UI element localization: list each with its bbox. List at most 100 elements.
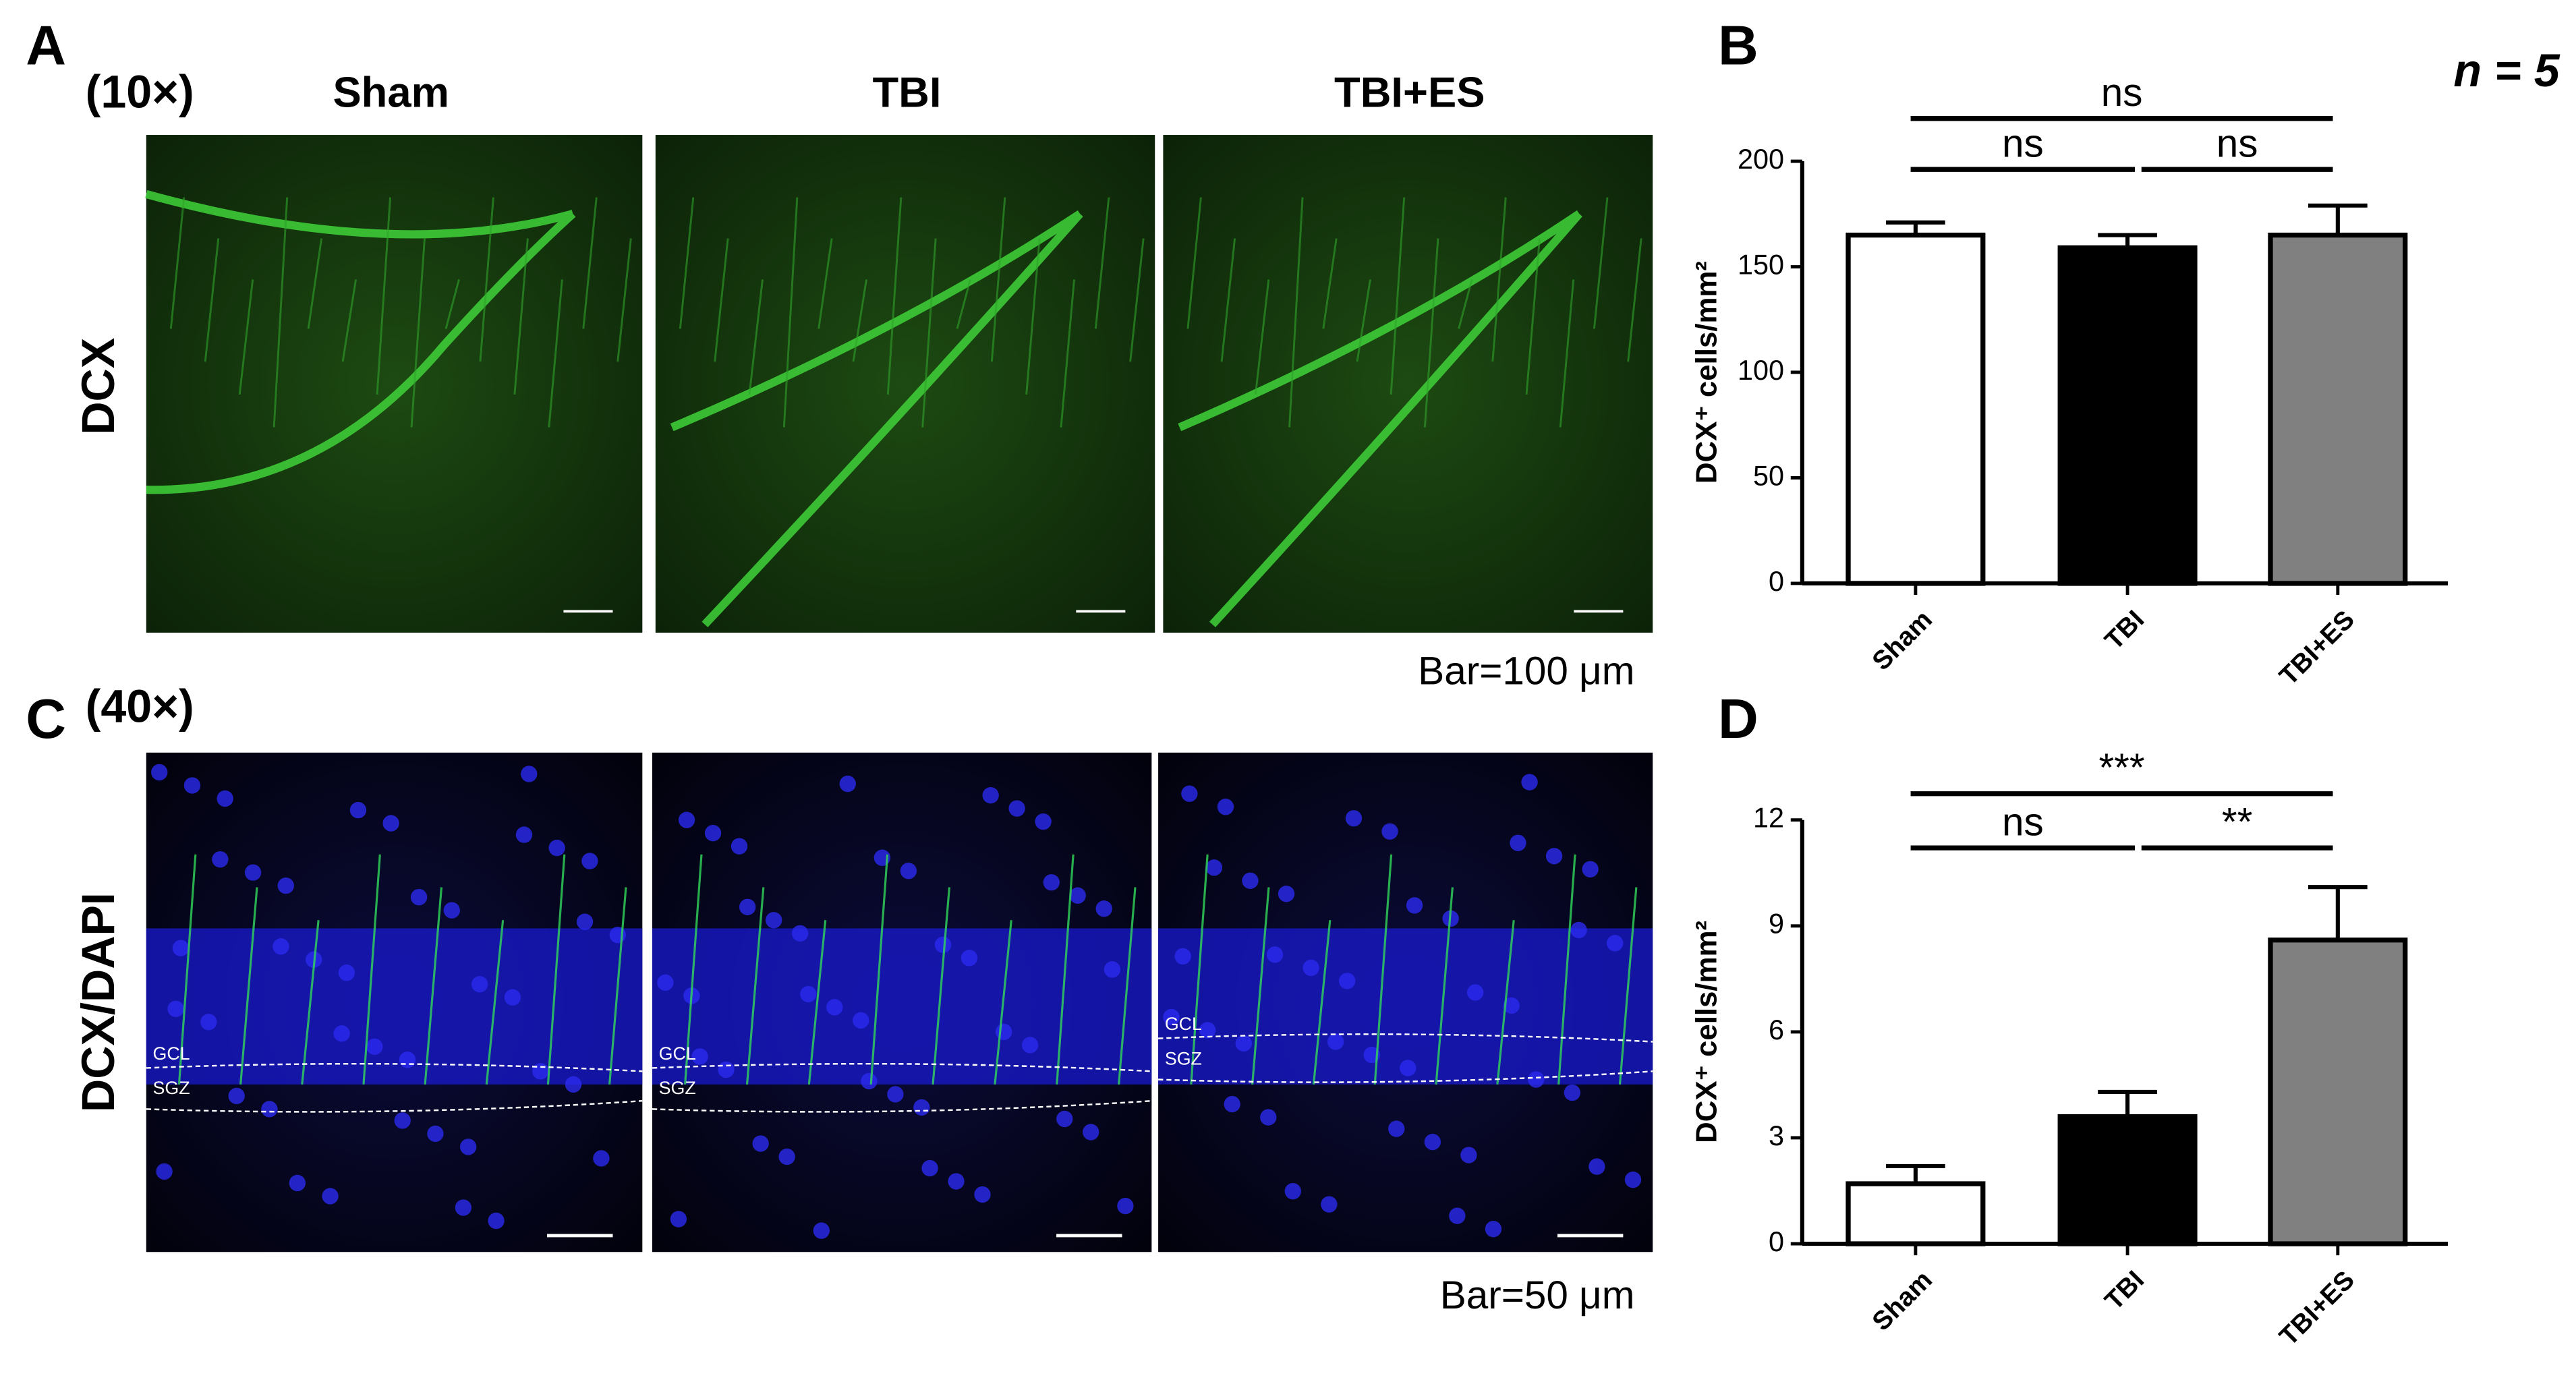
bar	[2268, 938, 2408, 1246]
nucleus	[1199, 1022, 1216, 1039]
dendrite	[1129, 238, 1145, 362]
nucleus	[1181, 785, 1198, 802]
significance-label: ns	[2101, 71, 2143, 115]
nucleus	[995, 1023, 1012, 1041]
nucleus	[212, 851, 229, 868]
granule-layer	[146, 928, 643, 1085]
x-tick-label: Sham	[1867, 1265, 1938, 1336]
nucleus	[200, 1014, 217, 1031]
nucleus	[532, 1063, 549, 1080]
nucleus	[1303, 959, 1319, 977]
scale-bar-label: Bar=100 μm	[1418, 649, 1634, 693]
dendrite	[748, 279, 764, 395]
dendrite	[1312, 920, 1332, 1085]
dendrite	[932, 887, 950, 1085]
dendrite	[376, 197, 392, 395]
dendrite	[445, 279, 460, 329]
dendrite	[1557, 854, 1576, 1085]
dendrite	[782, 197, 799, 428]
nucleus	[1582, 861, 1599, 877]
nucleus	[961, 950, 978, 967]
nucleus	[1205, 859, 1223, 876]
nucleus	[1607, 935, 1624, 952]
dendrite	[956, 279, 971, 329]
dendrite	[1423, 238, 1439, 428]
nucleus	[1528, 1071, 1545, 1088]
dendrite	[990, 197, 1006, 362]
nucleus	[261, 1101, 278, 1118]
dendrite	[546, 854, 566, 1085]
scale-bar-label: Bar=50 μm	[1440, 1273, 1635, 1317]
nucleus	[1400, 1060, 1416, 1076]
nucleus	[1284, 1182, 1301, 1200]
layer-label: GCL	[659, 1043, 696, 1064]
dendrite	[362, 854, 381, 1085]
bar	[2057, 1114, 2198, 1246]
dendrite	[273, 197, 289, 428]
layer-label: SGZ	[659, 1078, 696, 1098]
sample-size: n = 5	[2453, 45, 2560, 96]
nucleus	[394, 1112, 411, 1129]
layer-label: SGZ	[153, 1078, 190, 1098]
nucleus	[913, 1099, 930, 1116]
nucleus	[739, 898, 756, 915]
nucleus	[338, 964, 355, 981]
nucleus	[718, 1061, 735, 1078]
y-tick-label: 0	[1769, 1226, 1784, 1257]
nucleus	[1163, 1008, 1180, 1026]
dendrite	[852, 279, 867, 362]
panel-label: A	[26, 13, 66, 76]
nucleus	[1043, 874, 1060, 891]
nucleus	[1388, 1120, 1405, 1137]
nucleus	[1339, 973, 1356, 989]
nucleus	[228, 1087, 245, 1105]
row-label: DCX	[73, 338, 124, 435]
dendrite	[1593, 197, 1609, 329]
dendrite	[204, 238, 220, 362]
nucleus	[471, 976, 488, 993]
dendrite	[714, 238, 729, 362]
nucleus	[277, 877, 294, 894]
nucleus	[887, 1086, 904, 1103]
micrographs: GCL SGZ GCL SGZ GCL SGZ	[145, 135, 1653, 1253]
cell-layer	[670, 210, 1083, 628]
nucleus	[839, 775, 856, 793]
nucleus	[1521, 774, 1538, 790]
nucleus	[982, 786, 999, 804]
layer-boundary	[146, 1099, 643, 1113]
cell-layer	[145, 190, 576, 494]
nucleus	[934, 936, 952, 953]
cell-layer	[1178, 210, 1582, 627]
nucleus	[593, 1150, 610, 1167]
nucleus	[691, 1048, 708, 1065]
bar	[1845, 232, 1986, 586]
nucleus	[1217, 799, 1234, 815]
nucleus	[1466, 984, 1484, 1001]
dendrite	[479, 197, 494, 362]
dendrite	[548, 279, 563, 428]
dendrite	[410, 238, 426, 428]
nucleus	[704, 825, 722, 842]
nucleus	[1327, 1033, 1344, 1050]
nucleus	[948, 1173, 965, 1190]
group-title: TBI+ES	[1334, 69, 1485, 116]
nucleus	[731, 838, 748, 855]
nucleus	[1510, 834, 1526, 851]
nucleus	[521, 766, 538, 782]
layer-boundary	[652, 1099, 1152, 1113]
layer-label: SGZ	[1165, 1048, 1202, 1068]
dendrite	[869, 854, 889, 1085]
nucleus	[826, 999, 843, 1016]
dendrite	[1322, 238, 1338, 329]
dendrite	[485, 920, 505, 1085]
x-tick-label: Sham	[1867, 605, 1938, 676]
nucleus	[861, 1072, 878, 1090]
significance-label: ns	[2002, 122, 2044, 166]
dendrite	[1525, 238, 1541, 395]
dendrite	[1373, 854, 1393, 1085]
dendrite	[1435, 887, 1454, 1085]
significance-label: **	[2222, 800, 2252, 844]
nucleus	[670, 1211, 687, 1228]
nucleus	[678, 811, 695, 828]
